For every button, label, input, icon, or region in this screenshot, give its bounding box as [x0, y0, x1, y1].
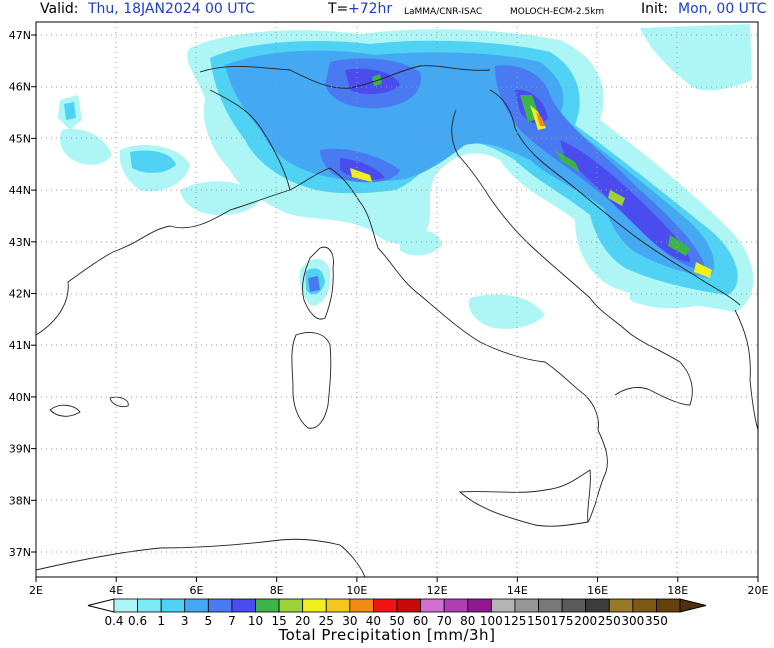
source-label: LaMMA/CNR-ISAC — [404, 7, 483, 17]
lat-tick-label: 44N — [9, 184, 31, 197]
colorbar-label: 250 — [597, 614, 621, 628]
colorbar-swatch — [302, 598, 327, 613]
colorbar-label: 5 — [204, 614, 213, 628]
map-canvas — [36, 22, 758, 577]
colorbar-swatch — [137, 598, 162, 613]
graticule — [36, 22, 758, 577]
colorbar-label: 30 — [342, 614, 358, 628]
colorbar-swatch — [561, 598, 587, 613]
colorbar-label: 80 — [460, 614, 476, 628]
valid-date: Thu, 18JAN2024 00 UTC — [88, 1, 256, 17]
colorbar-swatch — [443, 598, 469, 613]
lat-tick-label: 40N — [9, 391, 31, 404]
lat-tick-label: 39N — [9, 443, 31, 456]
colorbar-arrow-left — [87, 598, 115, 613]
init-time: Mon, 00 UTC — [678, 1, 767, 17]
colorbar-label: 0.4 — [104, 614, 124, 628]
latitude-axis: 47N 46N 45N 44N 43N 42N 41N 40N 39N 38N 37N — [9, 29, 36, 559]
colorbar-label: 15 — [271, 614, 287, 628]
colorbar-label: 0.6 — [128, 614, 148, 628]
lat-tick-label: 38N — [9, 494, 31, 507]
lat-tick-label: 43N — [9, 236, 31, 249]
colorbar-swatch — [231, 598, 256, 613]
colorbar-swatch — [608, 598, 634, 613]
colorbar-label: 70 — [436, 614, 452, 628]
precipitation-colorbar — [87, 598, 707, 613]
colorbar-swatch — [585, 598, 610, 613]
lon-tick-label: 2E — [29, 584, 43, 597]
colorbar-label: 40 — [365, 614, 382, 628]
lat-tick-label: 46N — [9, 81, 31, 94]
lon-tick-label: 4E — [109, 584, 123, 597]
lat-tick-label: 45N — [9, 132, 31, 145]
init-label: Init: — [641, 1, 669, 17]
lon-tick-label: 12E — [427, 584, 448, 597]
colorbar-swatch — [373, 598, 398, 613]
colorbar-label: 25 — [318, 614, 334, 628]
lon-tick-label: 8E — [270, 584, 284, 597]
lat-tick-label: 37N — [9, 546, 31, 559]
colorbar-title: Total Precipitation [mm/3h] — [278, 626, 496, 644]
colorbar-swatch — [656, 598, 681, 613]
valid-label: Valid: — [40, 1, 79, 17]
colorbar-swatch — [514, 598, 539, 613]
colorbar-swatch — [160, 598, 186, 613]
colorbar-label: 7 — [228, 614, 236, 628]
colorbar-swatch — [325, 598, 351, 613]
lat-tick-label: 42N — [9, 288, 31, 301]
colorbar-swatch — [420, 598, 445, 613]
model-label: MOLOCH-ECM-2.5km — [510, 7, 605, 17]
colorbar-label: 100 — [479, 614, 503, 628]
colorbar-swatch — [467, 598, 492, 613]
colorbar-swatch — [396, 598, 421, 613]
colorbar-arrow-right — [679, 598, 707, 613]
lon-tick-label: 14E — [507, 584, 528, 597]
colorbar-swatch — [349, 598, 374, 613]
colorbar-swatch — [490, 598, 516, 613]
colorbar-label: 10 — [247, 614, 264, 628]
lon-tick-label: 20E — [748, 584, 769, 597]
lon-tick-label: 18E — [667, 584, 688, 597]
map-frame — [35, 21, 759, 578]
colorbar-swatch — [632, 598, 657, 613]
colorbar-label: 150 — [527, 614, 550, 628]
colorbar-label: 1 — [157, 614, 165, 628]
coastlines — [36, 65, 758, 577]
colorbar-swatch — [255, 598, 280, 613]
longitude-axis: 2E 4E 6E 8E 10E 12E 14E 16E 18E 20E — [29, 577, 769, 597]
colorbar-swatch — [184, 598, 209, 613]
colorbar-swatch — [113, 598, 138, 613]
colorbar-swatch — [278, 598, 304, 613]
lat-tick-label: 47N — [9, 29, 31, 42]
colorbar-label: 300 — [621, 614, 645, 628]
lon-tick-label: 10E — [346, 584, 367, 597]
colorbar-swatch — [538, 598, 563, 613]
colorbar-label: 20 — [295, 614, 311, 628]
forecast-step-label: T= — [328, 1, 349, 17]
colorbar-swatch — [207, 598, 233, 613]
map-header: Valid: Thu, 18JAN2024 00 UTC T= +72hr La… — [0, 0, 774, 22]
colorbar-label: 50 — [389, 614, 405, 628]
colorbar-label: 200 — [574, 614, 598, 628]
colorbar-label: 3 — [180, 614, 189, 628]
colorbar-label: 60 — [412, 614, 429, 628]
lat-tick-label: 41N — [9, 339, 31, 352]
colorbar-label: 175 — [550, 614, 574, 628]
lon-tick-label: 16E — [587, 584, 608, 597]
lon-tick-label: 6E — [189, 584, 203, 597]
precipitation-field — [58, 24, 754, 329]
colorbar-label: 125 — [503, 614, 527, 628]
forecast-step: +72hr — [348, 1, 393, 17]
colorbar-label: 350 — [644, 614, 668, 628]
